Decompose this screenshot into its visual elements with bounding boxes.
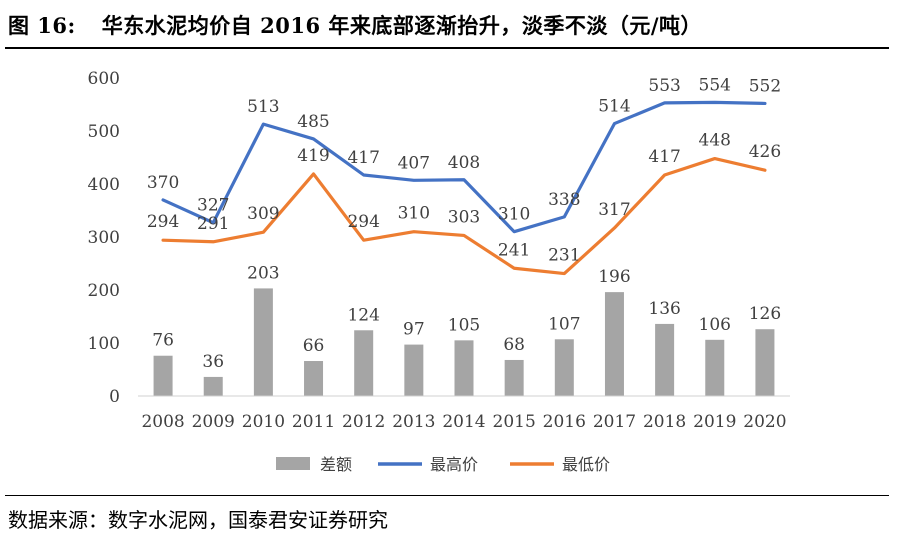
bar-value-label: 107 [548,314,580,334]
high-price-label: 408 [448,153,480,173]
bar-value-label: 36 [202,352,224,372]
bar-value-label: 124 [347,305,379,325]
y-tick-label: 200 [88,281,120,301]
low-price-label: 448 [699,131,731,151]
bar-value-label: 97 [403,320,425,340]
x-tick-label: 2014 [442,412,485,432]
bar-2019 [705,339,725,396]
y-tick-label: 0 [109,387,120,407]
bar-value-label: 66 [303,336,325,356]
figure-number: 图 16: [8,13,76,38]
bar-value-label: 126 [749,304,781,324]
high-price-label: 417 [347,148,379,168]
x-tick-label: 2008 [141,412,184,432]
bar-2009 [203,376,223,396]
low-price-label: 310 [398,204,430,224]
legend-label: 最高价 [430,455,478,474]
bar-2008 [153,355,173,396]
title-text: 华东水泥均价自 2016 年来底部逐渐抬升，淡季不淡（元/吨） [101,13,703,38]
bar-series-差额 [153,288,775,396]
high-price-label: 370 [147,173,179,193]
bar-2015 [504,359,524,396]
data-labels: 76 36 203 66 124 97 105 68 107 196 136 106 126 370 327… [147,75,781,372]
title-rule [5,47,889,49]
line-最低价 [161,156,767,276]
low-price-label: 417 [648,147,680,167]
x-tick-label: 2012 [342,412,385,432]
high-price-label: 553 [648,76,680,96]
x-tick-label: 2017 [593,412,636,432]
legend-label: 最低价 [562,455,610,474]
high-price-label: 338 [548,190,580,210]
low-price-label: 231 [548,246,580,266]
x-tick-label: 2013 [392,412,435,432]
legend-label: 差额 [320,455,352,474]
y-tick-label: 300 [88,228,120,248]
bar-2016 [554,339,574,396]
x-tick-label: 2011 [292,412,335,432]
bar-2018 [655,323,675,396]
y-tick-label: 100 [88,334,120,354]
bar-value-label: 203 [247,263,279,283]
line-最高价 [161,100,767,234]
low-price-label: 303 [448,207,480,227]
low-price-label: 294 [147,212,179,232]
y-tick-label: 400 [88,175,120,195]
bar-value-label: 76 [152,331,174,351]
low-price-label: 426 [749,142,781,162]
footer-rule [5,495,889,496]
bar-2014 [454,340,474,396]
high-price-label: 513 [247,97,279,117]
bar-2012 [354,330,374,396]
bar-value-label: 105 [448,315,480,335]
high-price-label: 485 [297,112,329,132]
x-tick-label: 2018 [643,412,686,432]
legend: 差额 最高价 最低价 [276,455,610,474]
high-price-label: 552 [749,76,781,96]
bar-2010 [253,288,273,396]
y-tick-label: 600 [88,69,120,89]
high-price-label: 327 [197,196,229,216]
y-tick-label: 500 [88,122,120,142]
bar-value-label: 196 [598,267,630,287]
x-tick-label: 2016 [543,412,586,432]
source-note: 数据来源：数字水泥网，国泰君安证券研究 [8,508,388,532]
high-price-label: 310 [498,205,530,225]
x-tick-label: 2010 [242,412,285,432]
x-tick-label: 2009 [192,412,235,432]
x-tick-label: 2019 [693,412,736,432]
bar-2017 [604,292,624,396]
legend-swatch [276,457,310,470]
y-axis: 0 100 200 300 400 500 600 [88,69,120,407]
x-tick-label: 2015 [493,412,536,432]
x-tick-label: 2020 [743,412,786,432]
bar-value-label: 68 [503,335,525,355]
line-series [161,100,767,276]
high-price-label: 407 [398,153,430,173]
combo-chart: 0 100 200 300 400 500 600 76 36 203 66 124 97 105 68 1… [88,69,790,474]
low-price-label: 419 [297,146,329,166]
chart-title: 图 16: 华东水泥均价自 2016 年来底部逐渐抬升，淡季不淡（元/吨） [8,6,702,46]
x-axis: 2008 2009 2010 2011 2012 2013 2014 2015 2016 2017… [138,395,790,432]
low-price-label: 317 [598,200,630,220]
bar-value-label: 106 [699,315,731,335]
bar-2011 [304,361,324,396]
low-price-label: 291 [197,214,229,234]
high-price-label: 514 [598,97,630,117]
low-price-label: 294 [347,212,379,232]
high-price-label: 554 [699,75,731,95]
low-price-label: 241 [498,240,530,260]
low-price-label: 309 [247,204,279,224]
bar-2020 [755,329,775,396]
bar-value-label: 136 [648,299,680,319]
bar-2013 [404,344,424,396]
